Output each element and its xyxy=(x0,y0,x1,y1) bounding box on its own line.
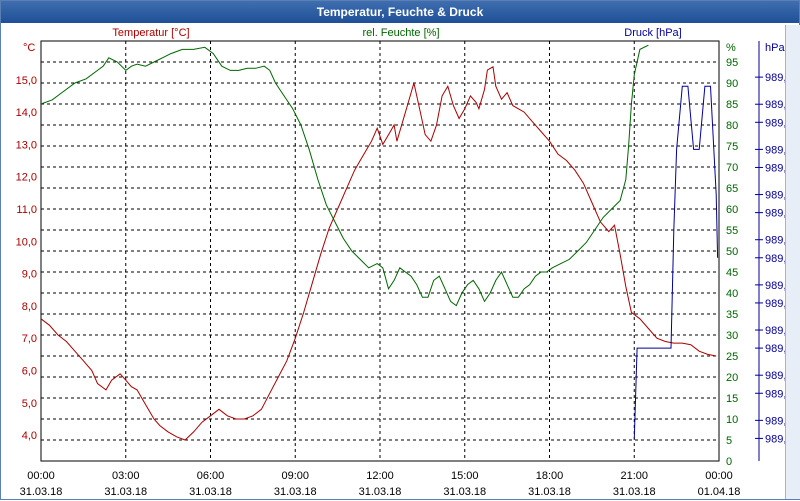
temperature-tick-label: 15,0 xyxy=(16,75,37,87)
series-line-middle xyxy=(40,44,649,307)
x-tick-time: 15:00 xyxy=(451,470,479,482)
x-tick-date: 31.03.18 xyxy=(613,486,656,498)
humidity-tick-label: 30 xyxy=(726,330,738,342)
humidity-tick-label: 80 xyxy=(726,120,738,132)
pressure-axis-title: Druck [hPa] xyxy=(624,27,681,39)
humidity-tick-label: 50 xyxy=(726,246,738,258)
humidity-axis-title: rel. Feuchte [%] xyxy=(362,27,439,39)
humidity-tick-label: 20 xyxy=(726,372,738,384)
x-tick-time: 00:00 xyxy=(705,470,733,482)
humidity-tick-label: 45 xyxy=(726,267,738,279)
humidity-tick-label: 25 xyxy=(726,351,738,363)
pressure-tick-label: 989,45 xyxy=(765,117,799,129)
humidity-tick-label: 70 xyxy=(726,162,738,174)
vertical-scrollbar[interactable] xyxy=(785,25,800,499)
humidity-tick-label: 0 xyxy=(726,456,732,468)
temperature-unit-label: °C xyxy=(23,42,35,54)
humidity-tick-label: 75 xyxy=(726,141,738,153)
x-tick-date: 31.03.18 xyxy=(20,486,63,498)
series-line-left xyxy=(40,65,717,441)
temperature-axis-title: Temperatur [°C] xyxy=(112,27,189,39)
temperature-tick-label: 12,0 xyxy=(16,172,37,184)
humidity-tick-label: 40 xyxy=(726,288,738,300)
x-tick-time: 09:00 xyxy=(281,470,309,482)
x-tick-date: 31.03.18 xyxy=(104,486,147,498)
humidity-tick-label: 90 xyxy=(726,78,738,90)
x-tick-time: 03:00 xyxy=(112,470,140,482)
series-line-right xyxy=(633,85,719,439)
temperature-tick-label: 14,0 xyxy=(16,107,37,119)
humidity-tick-label: 15 xyxy=(726,393,738,405)
temperature-tick-label: 10,0 xyxy=(16,236,37,248)
humidity-unit-label: % xyxy=(726,42,736,54)
humidity-tick-label: 10 xyxy=(726,414,738,426)
humidity-tick-label: 55 xyxy=(726,225,738,237)
temperature-tick-label: 8,0 xyxy=(22,301,37,313)
temperature-tick-label: 11,0 xyxy=(16,204,37,216)
humidity-tick-label: 60 xyxy=(726,204,738,216)
temperature-tick-label: 4,0 xyxy=(22,430,37,442)
x-tick-time: 18:00 xyxy=(536,470,564,482)
temperature-tick-label: 6,0 xyxy=(22,366,37,378)
window-title: Temperatur, Feuchte & Druck xyxy=(1,1,799,23)
x-tick-date: 31.03.18 xyxy=(189,486,232,498)
x-tick-time: 12:00 xyxy=(366,470,394,482)
x-tick-time: 06:00 xyxy=(197,470,225,482)
x-tick-date: 31.03.18 xyxy=(443,486,486,498)
temperature-tick-label: 13,0 xyxy=(16,139,37,151)
x-tick-time: 00:00 xyxy=(27,470,55,482)
x-tick-date: 31.03.18 xyxy=(359,486,402,498)
temperature-tick-label: 5,0 xyxy=(22,398,37,410)
humidity-tick-label: 85 xyxy=(726,99,738,111)
x-tick-time: 21:00 xyxy=(620,470,648,482)
humidity-tick-label: 35 xyxy=(726,309,738,321)
x-tick-date: 01.04.18 xyxy=(698,486,741,498)
temperature-tick-label: 7,0 xyxy=(22,333,37,345)
pressure-unit-label: hPa xyxy=(765,42,785,54)
humidity-tick-label: 65 xyxy=(726,183,738,195)
humidity-tick-label: 95 xyxy=(726,57,738,69)
temperature-tick-label: 9,0 xyxy=(22,269,37,281)
x-tick-date: 31.03.18 xyxy=(528,486,571,498)
x-tick-date: 31.03.18 xyxy=(274,486,317,498)
humidity-tick-label: 5 xyxy=(726,435,732,447)
